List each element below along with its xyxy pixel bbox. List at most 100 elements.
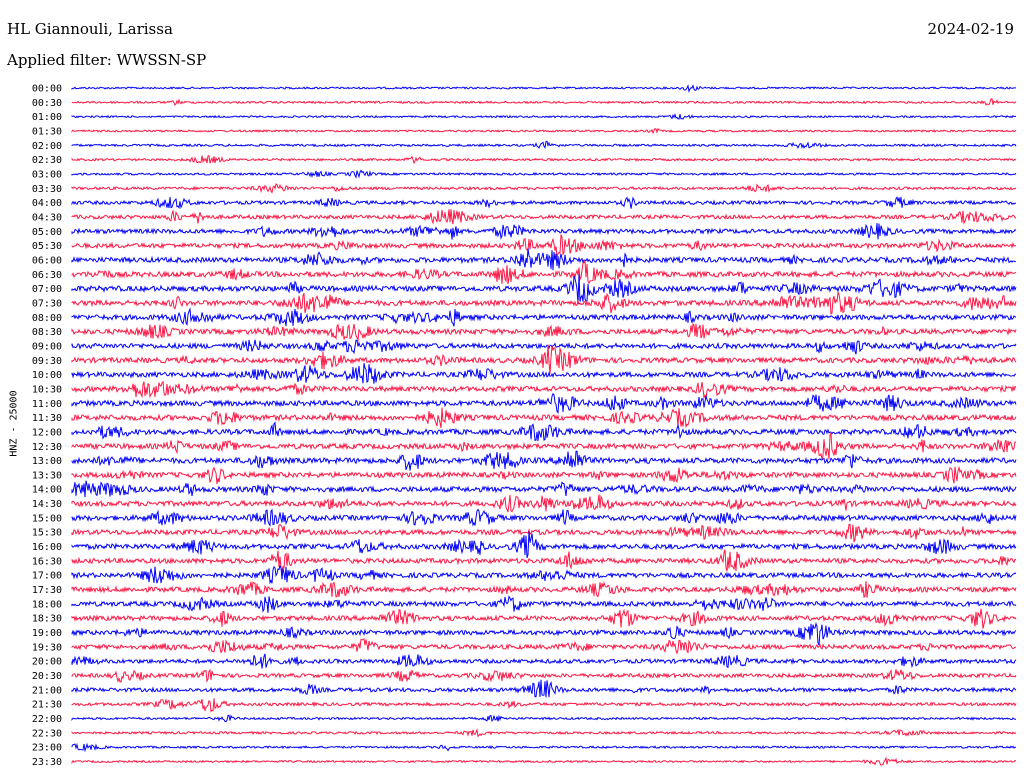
trace-line — [71, 465, 1017, 484]
trace-line — [71, 595, 1017, 613]
row-time-label: 14:00 — [32, 485, 62, 496]
trace-line — [71, 698, 1017, 713]
trace-line — [71, 392, 1017, 414]
row-time-label: 10:30 — [32, 384, 62, 395]
trace-line — [71, 290, 1017, 315]
row-time-label: 07:30 — [32, 298, 62, 309]
trace-line — [71, 621, 1017, 646]
trace-line — [71, 307, 1017, 327]
row-time-label: 10:00 — [32, 370, 62, 381]
trace-line — [71, 84, 1017, 94]
trace-line — [71, 431, 1017, 460]
row-time-label: 05:30 — [32, 241, 62, 252]
trace-line — [71, 728, 1017, 738]
row-time-label: 14:30 — [32, 499, 62, 510]
row-time-label: 06:00 — [32, 255, 62, 266]
row-time-label: 13:00 — [32, 456, 62, 467]
row-time-label: 16:30 — [32, 556, 62, 567]
trace-line — [71, 363, 1017, 384]
trace-line — [71, 209, 1017, 225]
trace-line — [71, 140, 1017, 150]
trace-line — [71, 581, 1017, 599]
row-time-label: 00:30 — [32, 98, 62, 109]
trace-line — [71, 549, 1017, 573]
row-time-label: 20:00 — [32, 657, 62, 668]
row-time-label: 08:30 — [32, 327, 62, 338]
row-time-label: 19:00 — [32, 628, 62, 639]
trace-line — [71, 155, 1017, 165]
row-time-label: 02:00 — [32, 141, 62, 152]
row-time-label: 12:30 — [32, 442, 62, 453]
trace-line — [71, 248, 1017, 271]
trace-line — [71, 653, 1017, 669]
station-title: HL Giannouli, Larissa — [7, 20, 173, 38]
row-time-label: 11:30 — [32, 413, 62, 424]
row-time-label: 22:30 — [32, 728, 62, 739]
row-time-label: 01:30 — [32, 126, 62, 137]
row-time-label: 09:30 — [32, 356, 62, 367]
row-time-label: 15:30 — [32, 528, 62, 539]
trace-line — [71, 274, 1017, 304]
trace-line — [71, 523, 1017, 543]
trace-line — [71, 756, 1017, 766]
row-time-label: 18:00 — [32, 599, 62, 610]
trace-line — [71, 113, 1017, 120]
trace-line — [71, 608, 1017, 629]
trace-line — [71, 742, 1016, 753]
trace-line — [71, 380, 1017, 400]
row-time-label: 08:00 — [32, 313, 62, 324]
trace-line — [71, 637, 1017, 655]
trace-line — [71, 714, 1017, 723]
row-time-label: 17:00 — [32, 571, 62, 582]
trace-line — [71, 322, 1017, 343]
row-time-label: 18:30 — [32, 614, 62, 625]
trace-line — [71, 183, 1017, 194]
trace-line — [71, 196, 1017, 210]
trace-line — [71, 222, 1017, 240]
trace-line — [71, 127, 1017, 135]
row-time-label: 01:00 — [32, 112, 62, 123]
row-time-label: 03:00 — [32, 169, 62, 180]
row-time-label: 23:30 — [32, 757, 62, 768]
row-time-label: 22:00 — [32, 714, 62, 725]
row-time-label: 20:30 — [32, 671, 62, 682]
trace-line — [71, 339, 1017, 355]
trace-line — [71, 344, 1017, 374]
row-time-label: 02:30 — [32, 155, 62, 166]
row-time-label: 07:00 — [32, 284, 62, 295]
row-time-label: 04:00 — [32, 198, 62, 209]
row-time-label: 06:30 — [32, 270, 62, 281]
trace-line — [71, 234, 1017, 258]
row-time-label: 15:00 — [32, 513, 62, 524]
trace-line — [71, 169, 1017, 179]
trace-line — [71, 679, 1017, 698]
trace-line — [71, 407, 1017, 429]
trace-line — [71, 508, 1017, 527]
trace-line — [71, 421, 1017, 442]
row-time-label: 16:00 — [32, 542, 62, 553]
row-time-label: 09:00 — [32, 341, 62, 352]
row-time-label: 17:30 — [32, 585, 62, 596]
row-time-label: 03:30 — [32, 184, 62, 195]
row-time-label: 13:30 — [32, 470, 62, 481]
trace-line — [71, 480, 1017, 498]
row-time-label: 04:30 — [32, 212, 62, 223]
trace-line — [71, 494, 1017, 513]
trace-line — [71, 668, 1017, 683]
row-time-label: 05:00 — [32, 227, 62, 238]
row-time-label: 21:30 — [32, 700, 62, 711]
trace-line — [71, 564, 1017, 585]
row-time-label: 23:00 — [32, 743, 62, 754]
row-time-label: 12:00 — [32, 427, 62, 438]
row-time-label: 11:00 — [32, 399, 62, 410]
filter-label: Applied filter: WWSSN-SP — [7, 51, 207, 69]
trace-line — [71, 531, 1017, 559]
row-time-label: 19:30 — [32, 642, 62, 653]
row-time-label: 21:00 — [32, 685, 62, 696]
trace-line — [71, 98, 1017, 106]
date-label: 2024-02-19 — [927, 20, 1014, 38]
trace-line — [71, 450, 1017, 471]
row-time-label: 00:00 — [32, 84, 62, 95]
trace-line — [71, 259, 1017, 285]
